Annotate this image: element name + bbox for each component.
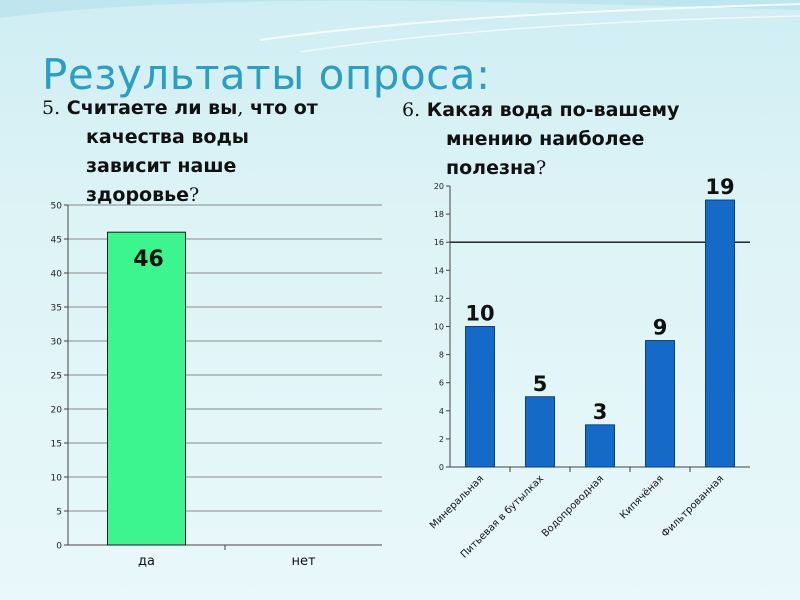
question-5-line-4: здоровье xyxy=(86,184,190,206)
y-tick-label: 6 xyxy=(439,379,444,388)
question-6-line-2: мнению наиболее xyxy=(446,128,645,150)
question-5-line-1b: что от xyxy=(250,97,318,119)
question-5-mark: ? xyxy=(189,184,200,206)
question-5: 5. Считаете ли вы, что от качества воды … xyxy=(42,94,382,210)
data-label: 3 xyxy=(593,400,608,424)
x-tick-label: Водопроводная xyxy=(540,473,606,539)
y-tick-label: 14 xyxy=(434,266,444,275)
question-6-mark: ? xyxy=(535,157,547,179)
y-tick-label: 16 xyxy=(434,238,444,247)
bar xyxy=(705,199,735,468)
y-tick-label: 5 xyxy=(56,508,62,518)
question-5-line-2: качества воды xyxy=(86,126,249,148)
data-label: 10 xyxy=(465,302,494,326)
y-tick-label: 10 xyxy=(51,474,63,484)
y-tick-label: 45 xyxy=(51,236,62,246)
x-tick-label: да xyxy=(138,554,155,569)
y-tick-label: 10 xyxy=(434,323,444,332)
y-tick-label: 20 xyxy=(51,406,63,416)
header-swoosh-decoration xyxy=(0,0,800,53)
question-6-line-3: полезна xyxy=(446,157,536,179)
y-tick-label: 50 xyxy=(51,202,63,212)
y-tick-label: 30 xyxy=(51,338,63,348)
x-tick-label: нет xyxy=(291,554,315,569)
data-label: 46 xyxy=(133,247,164,272)
y-tick-label: 8 xyxy=(439,351,444,360)
y-tick-label: 25 xyxy=(51,372,62,382)
x-tick-label: Кипячёная xyxy=(618,473,666,521)
question-5-number: 5. xyxy=(42,97,61,119)
question-5-comma: , xyxy=(237,97,244,119)
y-tick-label: 35 xyxy=(51,304,62,314)
bar xyxy=(465,326,495,468)
x-tick-label: Фильтрованная xyxy=(660,473,726,539)
y-tick-label: 20 xyxy=(434,182,444,191)
y-tick-label: 12 xyxy=(434,294,444,303)
y-tick-label: 40 xyxy=(51,270,63,280)
page-title: Результаты опроса: xyxy=(42,50,491,99)
bar xyxy=(525,396,555,468)
bar xyxy=(107,231,186,546)
y-tick-label: 2 xyxy=(439,435,444,444)
y-tick-label: 18 xyxy=(434,210,444,219)
data-label: 9 xyxy=(653,316,668,340)
y-tick-label: 0 xyxy=(439,463,444,472)
question-5-line-1: Считаете ли вы xyxy=(66,97,238,119)
y-tick-label: 4 xyxy=(439,407,444,416)
question-6: 6. Какая вода по-вашему мнению наиболее … xyxy=(402,96,742,183)
question-5-line-3: зависит наше xyxy=(86,155,237,177)
data-label: 5 xyxy=(533,372,548,396)
y-tick-label: 15 xyxy=(51,440,62,450)
bar xyxy=(585,424,615,468)
x-tick-label: Минеральная xyxy=(428,473,486,531)
question-6-line-1: Какая вода по-вашему xyxy=(426,99,680,121)
question-6-number: 6. xyxy=(402,99,421,121)
bar xyxy=(645,340,675,468)
y-tick-label: 0 xyxy=(56,542,62,552)
data-label: 19 xyxy=(705,175,734,199)
